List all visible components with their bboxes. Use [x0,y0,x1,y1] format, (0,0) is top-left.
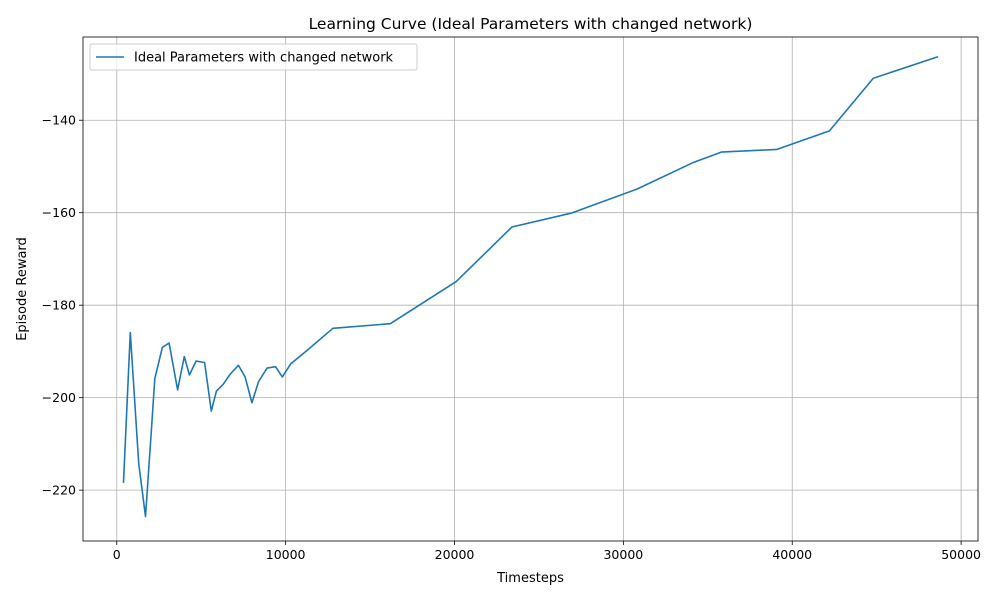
x-tick-label: 40000 [772,547,812,562]
x-tick-label: 50000 [941,547,981,562]
chart-title: Learning Curve (Ideal Parameters with ch… [309,15,753,33]
x-axis-label: Timesteps [496,571,564,586]
y-tick-label: −200 [42,390,76,405]
x-tick-label: 30000 [603,547,643,562]
y-tick-label: −160 [42,205,76,220]
x-tick-label: 20000 [435,547,475,562]
y-tick-label: −220 [42,483,76,498]
plot-frame [82,36,979,542]
y-axis-label: Episode Reward [15,237,30,341]
y-tick-label: −180 [42,298,76,313]
y-tick-label: −140 [42,113,76,128]
ticks: 0 10000 20000 30000 40000 50000 −220 −200 −180 −1… [42,113,981,562]
series-layer [122,56,939,518]
legend: Ideal Parameters with changed network [89,43,418,71]
legend-label: Ideal Parameters with changed network [134,51,394,66]
x-tick-label: 10000 [266,547,306,562]
series-line-0 [122,56,939,518]
x-tick-label: 0 [113,547,121,562]
grid [83,37,978,541]
legend-box [89,43,418,71]
